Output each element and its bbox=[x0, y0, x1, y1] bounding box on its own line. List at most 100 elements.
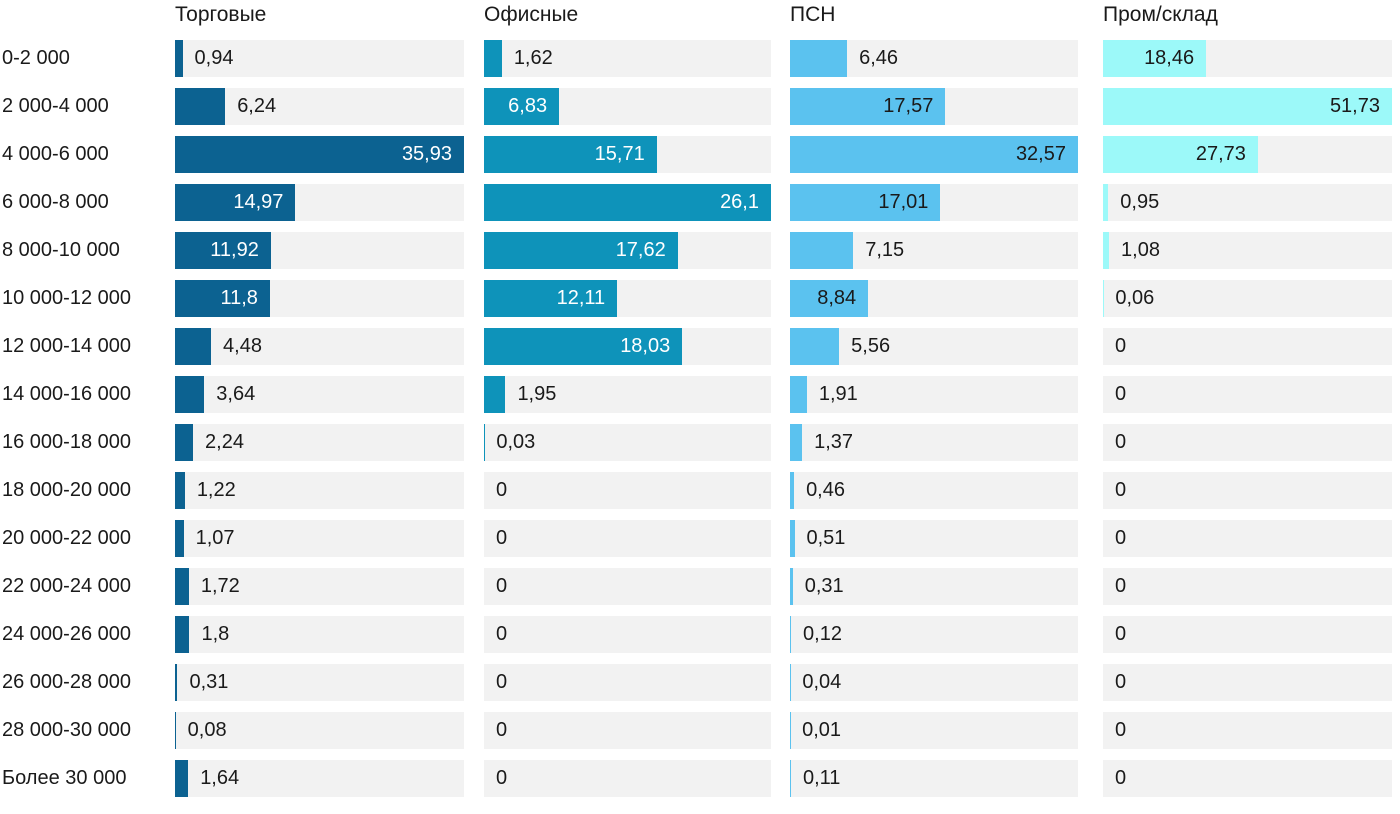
bar-track: 1,72 bbox=[175, 568, 464, 605]
bar bbox=[790, 328, 840, 365]
bar-value-label: 17,57 bbox=[883, 95, 934, 117]
bar bbox=[790, 184, 941, 221]
bar bbox=[790, 232, 854, 269]
bar bbox=[484, 232, 678, 269]
bar bbox=[484, 280, 618, 317]
bar-track: 0 bbox=[1103, 616, 1392, 653]
bar-value-label: 51,73 bbox=[1329, 95, 1380, 117]
bar-track: 0 bbox=[1103, 424, 1392, 461]
bar bbox=[790, 616, 792, 653]
bar-value-label: 12,11 bbox=[556, 287, 606, 309]
bar-value-label: 0 bbox=[496, 479, 508, 501]
bar bbox=[175, 376, 205, 413]
bar bbox=[175, 472, 185, 509]
bar-track: 5,56 bbox=[790, 328, 1078, 365]
row-label: 6 000-8 000 bbox=[2, 191, 109, 213]
column-header-ofisnye: Офисные bbox=[484, 3, 579, 26]
bar bbox=[790, 424, 803, 461]
bar-track: 0,04 bbox=[790, 664, 1078, 701]
bar-value-label: 0 bbox=[1115, 527, 1127, 549]
bar-value-label: 6,83 bbox=[508, 95, 548, 117]
bar-value-label: 7,15 bbox=[865, 239, 905, 261]
row-label: Более 30 000 bbox=[2, 767, 127, 789]
bar-value-label: 35,93 bbox=[401, 143, 452, 165]
bar-track: 0 bbox=[484, 616, 771, 653]
bar-value-label: 0 bbox=[1115, 767, 1127, 789]
bar-value-label: 15,71 bbox=[594, 143, 645, 165]
bar bbox=[484, 88, 560, 125]
bar-value-label: 1,37 bbox=[814, 431, 854, 453]
bar bbox=[175, 616, 190, 653]
bar-value-label: 17,01 bbox=[878, 191, 929, 213]
bar-value-label: 18,03 bbox=[620, 335, 671, 357]
bar-value-label: 0,31 bbox=[804, 575, 844, 597]
row-label: 10 000-12 000 bbox=[2, 287, 132, 309]
bar-track: 0 bbox=[484, 760, 771, 797]
bar-track: 3,64 bbox=[175, 376, 464, 413]
bar-track: 0,95 bbox=[1103, 184, 1392, 221]
bar-value-label: 0,06 bbox=[1115, 287, 1155, 309]
bar-track: 17,57 bbox=[790, 88, 1078, 125]
bar-track: 1,22 bbox=[175, 472, 464, 509]
bar-track: 18,46 bbox=[1103, 40, 1392, 77]
row-label: 8 000-10 000 bbox=[2, 239, 120, 261]
bar-track: 0,51 bbox=[790, 520, 1078, 557]
bar-track: 1,62 bbox=[484, 40, 771, 77]
row-label: 22 000-24 000 bbox=[2, 575, 132, 597]
bar-track: 1,07 bbox=[175, 520, 464, 557]
bar bbox=[1103, 40, 1207, 77]
bar-track: 8,84 bbox=[790, 280, 1078, 317]
bar-value-label: 0 bbox=[1115, 623, 1127, 645]
bar-value-label: 0 bbox=[1115, 575, 1127, 597]
bar bbox=[484, 136, 657, 173]
bar-track: 6,83 bbox=[484, 88, 771, 125]
bar-track: 0,12 bbox=[790, 616, 1078, 653]
bar-track: 1,64 bbox=[175, 760, 464, 797]
bar-track: 0 bbox=[484, 520, 771, 557]
row-label: 4 000-6 000 bbox=[2, 143, 109, 165]
bar bbox=[790, 40, 848, 77]
column-header-prom-sklad: Пром/склад bbox=[1103, 3, 1218, 26]
bar-value-label: 5,56 bbox=[851, 335, 891, 357]
bar bbox=[790, 520, 795, 557]
bar-track: 4,48 bbox=[175, 328, 464, 365]
bar bbox=[175, 280, 270, 317]
bar-value-label: 1,22 bbox=[196, 479, 236, 501]
bar-value-label: 14,97 bbox=[233, 191, 284, 213]
bar bbox=[790, 472, 795, 509]
bar bbox=[790, 136, 1078, 173]
bar-track: 11,92 bbox=[175, 232, 464, 269]
bar-track: 12,11 bbox=[484, 280, 771, 317]
bar-value-label: 6,24 bbox=[237, 95, 277, 117]
bar-value-label: 1,64 bbox=[200, 767, 240, 789]
bar-value-label: 2,24 bbox=[205, 431, 244, 453]
bar-value-label: 0 bbox=[1115, 671, 1127, 693]
bar-value-label: 1,08 bbox=[1121, 239, 1160, 261]
bar-track: 0,31 bbox=[790, 568, 1078, 605]
bar bbox=[175, 664, 178, 701]
bar-value-label: 0,31 bbox=[189, 671, 229, 693]
row-label: 20 000-22 000 bbox=[2, 527, 132, 549]
bar-value-label: 26,1 bbox=[720, 191, 759, 213]
bar bbox=[1103, 136, 1258, 173]
row-label: 28 000-30 000 bbox=[2, 719, 132, 741]
bar-value-label: 0 bbox=[1115, 335, 1127, 357]
bar-value-label: 1,62 bbox=[513, 47, 553, 69]
bar-value-label: 4,48 bbox=[223, 335, 262, 357]
bar-track: 26,1 bbox=[484, 184, 771, 221]
bar-track: 0 bbox=[484, 472, 771, 509]
bar-value-label: 0 bbox=[1115, 431, 1127, 453]
bar-track: 0 bbox=[484, 568, 771, 605]
bar-value-label: 0,51 bbox=[806, 527, 846, 549]
bar-value-label: 0,46 bbox=[806, 479, 845, 501]
bar bbox=[175, 88, 226, 125]
row-label: 16 000-18 000 bbox=[2, 431, 132, 453]
bar-track: 0 bbox=[1103, 712, 1392, 749]
bar-track: 17,62 bbox=[484, 232, 771, 269]
bar-value-label: 11,92 bbox=[210, 239, 259, 261]
bar bbox=[484, 328, 683, 365]
column-header-torgovye: Торговые bbox=[175, 3, 267, 26]
bar-value-label: 0,94 bbox=[194, 47, 234, 69]
bar-track: 0 bbox=[484, 712, 771, 749]
